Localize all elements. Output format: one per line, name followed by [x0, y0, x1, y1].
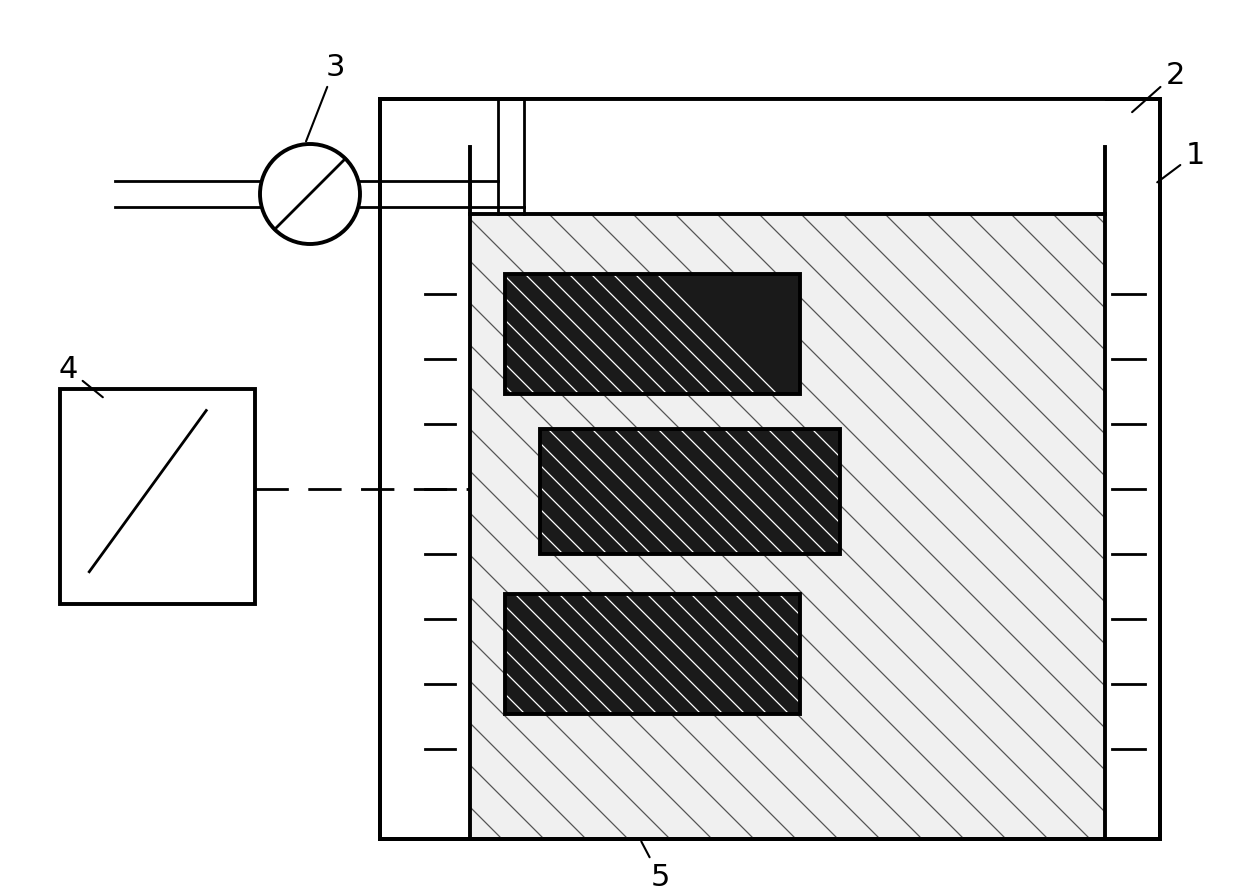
Bar	[505, 595, 800, 714]
Text: 3: 3	[306, 53, 345, 143]
Bar	[539, 430, 839, 555]
Circle shape	[260, 144, 360, 245]
Text: 4: 4	[58, 355, 103, 398]
Bar	[505, 595, 800, 714]
Text: 2: 2	[1132, 60, 1184, 113]
Bar	[470, 100, 1105, 214]
Bar	[505, 275, 800, 394]
Text: 5: 5	[641, 842, 670, 886]
Text: 1: 1	[1157, 140, 1205, 183]
Bar	[539, 430, 839, 555]
Bar	[470, 214, 1105, 837]
Bar	[505, 275, 800, 394]
Bar	[379, 100, 1159, 839]
Bar	[60, 390, 255, 604]
Bar	[379, 100, 1159, 839]
